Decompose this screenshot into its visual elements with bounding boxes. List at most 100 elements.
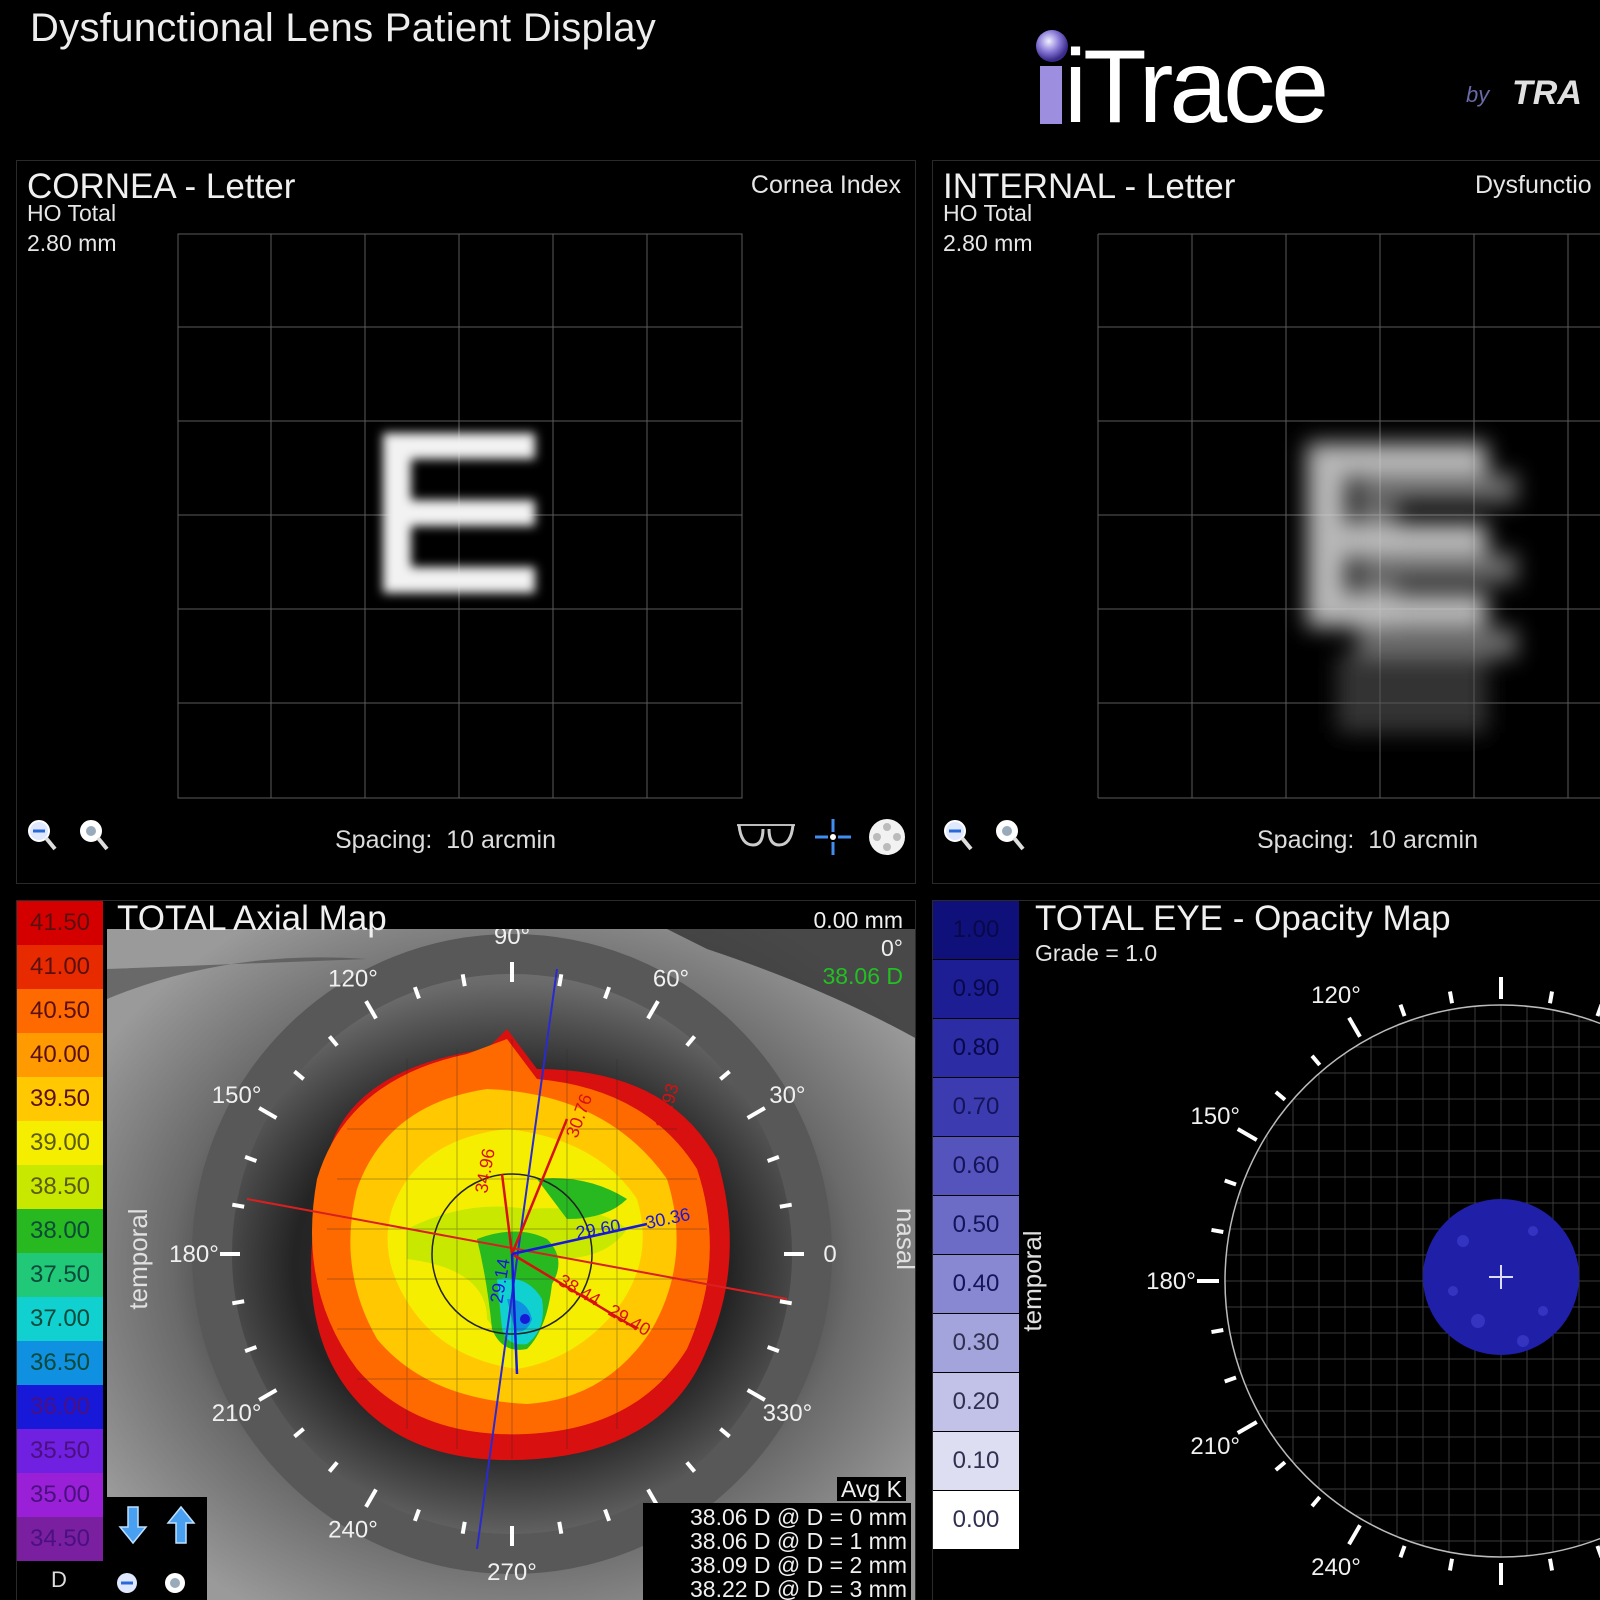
scale-value: 36.50 bbox=[17, 1341, 103, 1385]
angle-tick bbox=[746, 1106, 766, 1120]
letter-grid bbox=[1097, 233, 1600, 799]
panel-aperture: 2.80 mm bbox=[27, 230, 117, 256]
scale-value: 0.30 bbox=[933, 1314, 1019, 1372]
zoom-out-icon[interactable] bbox=[115, 1571, 143, 1600]
angle-tick bbox=[293, 1427, 305, 1439]
scale-value: 0.20 bbox=[933, 1373, 1019, 1431]
center-target-icon[interactable] bbox=[813, 817, 853, 862]
angle-tick bbox=[412, 986, 421, 1000]
angle-tick bbox=[293, 1069, 305, 1081]
temporal-label: temporal bbox=[1023, 1230, 1047, 1331]
scale-value: 35.00 bbox=[17, 1473, 103, 1517]
scale-value: 34.50 bbox=[17, 1517, 103, 1561]
spacing-value: 10 arcmin bbox=[1368, 826, 1478, 854]
axial-map-panel: 41.50 41.00 40.50 40.00 39.50 39.00 38.50 38.00… bbox=[16, 900, 916, 1600]
angle-label: 180° bbox=[169, 1241, 219, 1268]
angle-tick bbox=[258, 1388, 278, 1402]
angle-tick bbox=[779, 1299, 793, 1306]
scale-value: 0.50 bbox=[933, 1196, 1019, 1254]
opacity-spot bbox=[1423, 1199, 1579, 1355]
avg-k-row: 38.22 D @ D = 3 mm bbox=[689, 1576, 907, 1600]
zoom-out-icon[interactable] bbox=[27, 819, 57, 853]
angle-label: 30° bbox=[769, 1082, 805, 1109]
angle-tick bbox=[231, 1202, 245, 1209]
angle-tick bbox=[1224, 1375, 1237, 1384]
scale-value: 1.00 bbox=[933, 901, 1019, 959]
readout-power: 38.06 D bbox=[822, 963, 903, 989]
scale-value: 0.00 bbox=[933, 1491, 1019, 1549]
logo-by-text: by bbox=[1466, 82, 1491, 107]
angle-label: 150° bbox=[212, 1082, 262, 1109]
glasses-icon[interactable] bbox=[735, 821, 797, 856]
logo-company-text: TRA bbox=[1512, 74, 1582, 112]
spacing-readout: Spacing: 10 arcmin bbox=[1257, 826, 1478, 855]
angle-tick bbox=[603, 986, 612, 1000]
angle-tick bbox=[327, 1035, 339, 1047]
angle-tick bbox=[1310, 1054, 1322, 1067]
angle-tick bbox=[603, 1508, 612, 1522]
angle-tick bbox=[1347, 1524, 1362, 1546]
scale-value: 41.00 bbox=[17, 945, 103, 989]
angle-tick bbox=[557, 1521, 564, 1535]
angle-tick bbox=[1274, 1090, 1287, 1102]
angle-label: 120° bbox=[328, 966, 378, 993]
readout-distance: 0.00 mm bbox=[813, 907, 903, 933]
opacity-grade: Grade = 1.0 bbox=[1035, 940, 1158, 966]
zoom-out-icon[interactable] bbox=[943, 819, 973, 853]
angle-tick bbox=[1236, 1420, 1258, 1435]
angle-tick bbox=[412, 1508, 421, 1522]
scale-value: 0.80 bbox=[933, 1019, 1019, 1077]
angle-tick bbox=[1398, 1545, 1407, 1558]
aperture-icon[interactable] bbox=[867, 817, 907, 862]
cornea-index-label: Cornea Index bbox=[750, 171, 901, 199]
angle-tick bbox=[244, 1154, 258, 1163]
temporal-label: temporal bbox=[123, 1208, 153, 1309]
arrow-up-icon[interactable] bbox=[165, 1505, 197, 1550]
scale-value: 0.40 bbox=[933, 1255, 1019, 1313]
avg-k-row: 38.06 D @ D = 1 mm bbox=[689, 1528, 907, 1554]
spacing-label: Spacing: bbox=[335, 826, 433, 854]
angle-tick bbox=[460, 1521, 467, 1535]
scale-value: 36.00 bbox=[17, 1385, 103, 1429]
angle-tick bbox=[1447, 1558, 1455, 1571]
angle-tick bbox=[1547, 1558, 1555, 1571]
letter-grid bbox=[177, 233, 743, 799]
zoom-in-icon[interactable] bbox=[79, 819, 109, 853]
angle-tick bbox=[557, 973, 564, 987]
scale-value: 0.70 bbox=[933, 1078, 1019, 1136]
angle-tick bbox=[646, 1000, 660, 1020]
avg-k-row: 38.09 D @ D = 2 mm bbox=[689, 1552, 907, 1578]
map-toolbar bbox=[107, 1497, 207, 1600]
angle-label: 330° bbox=[763, 1400, 813, 1427]
angle-label: 180° bbox=[1146, 1268, 1196, 1295]
arrow-down-icon[interactable] bbox=[117, 1505, 149, 1550]
angle-label: 120° bbox=[1311, 982, 1361, 1009]
scale-unit: D bbox=[51, 1567, 67, 1592]
spacing-value: 10 arcmin bbox=[446, 826, 556, 854]
zoom-in-icon[interactable] bbox=[163, 1571, 191, 1600]
angle-label: 150° bbox=[1190, 1103, 1240, 1130]
avg-k-row: 38.06 D @ D = 0 mm bbox=[689, 1504, 907, 1530]
opacity-map-panel: 1.00 0.90 0.80 0.70 0.60 0.50 0.40 0.30 0.20 0.10… bbox=[932, 900, 1600, 1600]
readout-angle: 0° bbox=[881, 935, 903, 961]
angle-tick bbox=[244, 1345, 258, 1354]
dysfunction-index-label: Dysfunctio bbox=[1475, 171, 1592, 199]
angle-label: 240° bbox=[328, 1516, 378, 1543]
angle-tick bbox=[779, 1202, 793, 1209]
spacing-readout: Spacing: 10 arcmin bbox=[335, 826, 556, 855]
scale-value: 38.50 bbox=[17, 1165, 103, 1209]
angle-label: 0 bbox=[823, 1241, 836, 1268]
spacing-label: Spacing: bbox=[1257, 826, 1355, 854]
zoom-in-icon[interactable] bbox=[995, 819, 1025, 853]
scale-value: 41.50 bbox=[17, 901, 103, 945]
angle-tick bbox=[1447, 991, 1455, 1004]
scale-value: 35.50 bbox=[17, 1429, 103, 1473]
itrace-logo: iTrace by TRA bbox=[1036, 29, 1582, 138]
scale-value: 0.90 bbox=[933, 960, 1019, 1018]
angle-tick bbox=[258, 1106, 278, 1120]
angle-tick bbox=[746, 1388, 766, 1402]
scale-value: 0.60 bbox=[933, 1137, 1019, 1195]
angle-label: 90° bbox=[494, 929, 530, 950]
nasal-label: nasal bbox=[891, 1208, 916, 1270]
page-title: Dysfunctional Lens Patient Display bbox=[30, 6, 657, 50]
